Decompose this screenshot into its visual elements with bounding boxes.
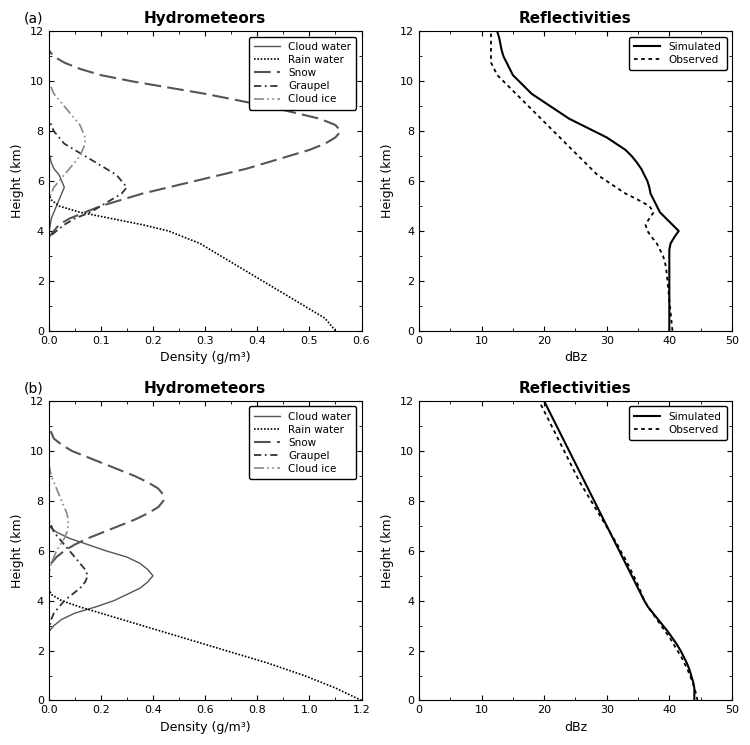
Title: Hydrometeors: Hydrometeors — [144, 381, 266, 396]
Legend: Simulated, Observed: Simulated, Observed — [629, 406, 727, 440]
Y-axis label: Height (km): Height (km) — [11, 144, 24, 218]
Legend: Simulated, Observed: Simulated, Observed — [629, 37, 727, 70]
X-axis label: Density (g/m³): Density (g/m³) — [160, 721, 250, 734]
Legend: Cloud water, Rain water, Snow, Graupel, Cloud ice: Cloud water, Rain water, Snow, Graupel, … — [248, 406, 356, 479]
Text: (a): (a) — [23, 11, 43, 25]
Text: (b): (b) — [23, 381, 44, 395]
Y-axis label: Height (km): Height (km) — [382, 513, 394, 588]
Title: Reflectivities: Reflectivities — [519, 381, 632, 396]
X-axis label: Density (g/m³): Density (g/m³) — [160, 351, 250, 364]
Title: Hydrometeors: Hydrometeors — [144, 11, 266, 26]
Y-axis label: Height (km): Height (km) — [11, 513, 24, 588]
X-axis label: dBz: dBz — [564, 351, 587, 364]
Legend: Cloud water, Rain water, Snow, Graupel, Cloud ice: Cloud water, Rain water, Snow, Graupel, … — [248, 37, 356, 110]
X-axis label: dBz: dBz — [564, 721, 587, 734]
Title: Reflectivities: Reflectivities — [519, 11, 632, 26]
Y-axis label: Height (km): Height (km) — [382, 144, 394, 218]
